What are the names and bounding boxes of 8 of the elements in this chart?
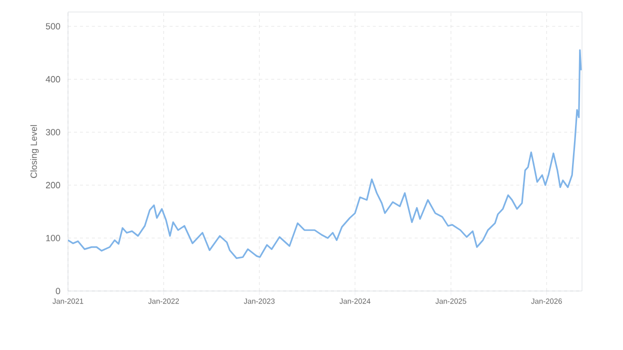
- y-tick-label: 100: [46, 234, 60, 242]
- line-series: [68, 49, 582, 259]
- y-tick-label: 300: [46, 128, 60, 136]
- y-axis-title: Closing Level: [30, 125, 39, 178]
- y-tick-label: 200: [46, 182, 60, 188]
- y-tick-label: 400: [46, 76, 60, 82]
- y-tick-label: 500: [46, 23, 60, 30]
- y-tick-label: 0: [56, 288, 60, 294]
